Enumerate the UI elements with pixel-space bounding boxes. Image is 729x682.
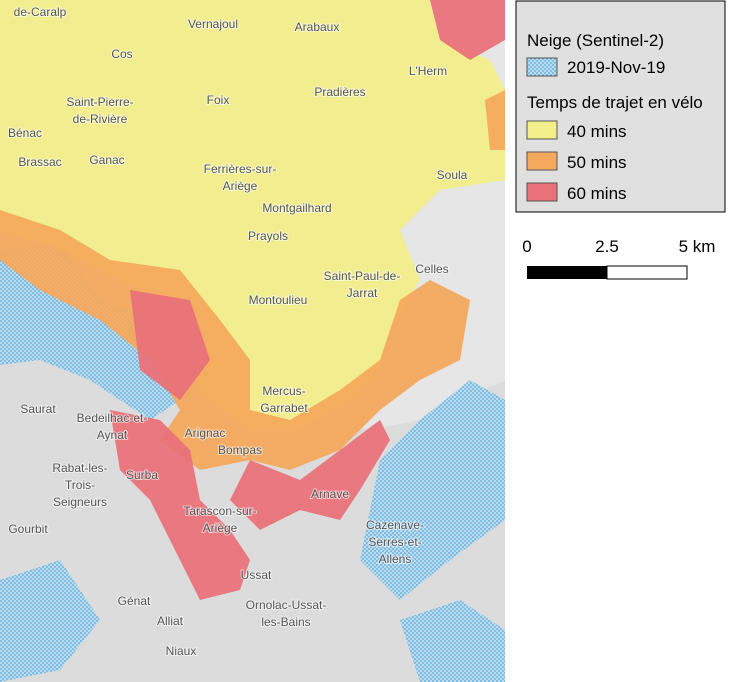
place-label: Rabat-les- <box>52 461 107 475</box>
place-label: Vernajoul <box>188 17 238 31</box>
place-label: Génat <box>118 594 151 608</box>
scale-label: 2.5 <box>595 237 619 256</box>
place-label: Montgailhard <box>262 201 331 215</box>
place-label: Bedeilhac-et- <box>77 411 148 425</box>
place-label: Seigneurs <box>53 495 107 509</box>
place-label: Saurat <box>20 402 56 416</box>
place-label: Allens <box>379 552 412 566</box>
place-label: Foix <box>207 93 230 107</box>
scale-bar: 0 2.5 5 km <box>522 237 716 280</box>
place-label: Saint-Paul-de- <box>324 269 401 283</box>
place-labels: de-Caralp Vernajoul Arabaux Cos L'Herm Saint-… <box>7 4 469 659</box>
zone-60-mins <box>110 0 505 600</box>
place-label: Ornolac-Ussat- <box>246 598 327 612</box>
place-label: Gourbit <box>8 522 48 536</box>
legend-swatch <box>526 120 558 140</box>
place-label: Tarascon-sur- <box>183 504 256 518</box>
legend-swatch <box>526 182 558 202</box>
legend: Neige (Sentinel-2) 2019-Nov-19 Temps de … <box>515 0 726 213</box>
place-label: Cazenave- <box>366 518 424 532</box>
place-label: L'Herm <box>409 64 447 78</box>
place-label: Prayols <box>248 229 288 243</box>
place-label: Aynat <box>97 428 128 442</box>
place-label: Saint-Pierre- <box>66 95 133 109</box>
place-label: Garrabet <box>260 401 308 415</box>
zone-50-mins <box>0 90 505 470</box>
place-label: les-Bains <box>261 615 310 629</box>
place-label: Ganac <box>89 153 124 167</box>
place-label: Soula <box>437 168 468 182</box>
place-label: Serres-et- <box>368 535 421 549</box>
scale-label: 0 <box>522 237 531 256</box>
place-label: Ferrières-sur- <box>204 162 277 176</box>
place-label: Mercus- <box>262 384 305 398</box>
place-label: Bénac <box>8 126 42 140</box>
legend-label: 50 mins <box>567 153 627 172</box>
place-label: Cos <box>111 47 132 61</box>
place-label: de-Rivière <box>73 112 128 126</box>
place-label: Celles <box>415 262 448 276</box>
legend-label: 60 mins <box>567 184 627 203</box>
place-label: de-Caralp <box>14 5 67 19</box>
map-area: de-Caralp Vernajoul Arabaux Cos L'Herm Saint-… <box>0 0 505 682</box>
place-label: Ariège <box>223 179 258 193</box>
place-label: Ussat <box>241 568 272 582</box>
place-label: Brassac <box>18 155 61 169</box>
place-label: Niaux <box>166 644 197 658</box>
legend-title: Neige (Sentinel-2) <box>527 31 664 50</box>
scale-label: 5 km <box>679 237 716 256</box>
place-label: Arnave <box>311 487 349 501</box>
place-label: Pradières <box>314 85 365 99</box>
place-label: Arignac <box>185 426 226 440</box>
legend-label: 2019-Nov-19 <box>567 58 665 77</box>
place-label: Montoulieu <box>249 293 308 307</box>
legend-swatch <box>526 57 558 77</box>
legend-swatch <box>526 151 558 171</box>
place-label: Ariège <box>203 521 238 535</box>
place-label: Surba <box>126 468 158 482</box>
snow-cover <box>0 245 505 682</box>
place-label: Bompas <box>218 443 262 457</box>
place-label: Jarrat <box>347 286 378 300</box>
scale-segment <box>527 266 607 279</box>
scale-segment <box>606 265 688 280</box>
legend-box <box>515 0 726 213</box>
place-label: Arabaux <box>295 20 340 34</box>
zone-40-mins <box>0 0 505 430</box>
place-label: Trois- <box>65 478 95 492</box>
place-label: Alliat <box>157 614 184 628</box>
legend-title: Temps de trajet en vélo <box>527 93 703 112</box>
legend-label: 40 mins <box>567 122 627 141</box>
